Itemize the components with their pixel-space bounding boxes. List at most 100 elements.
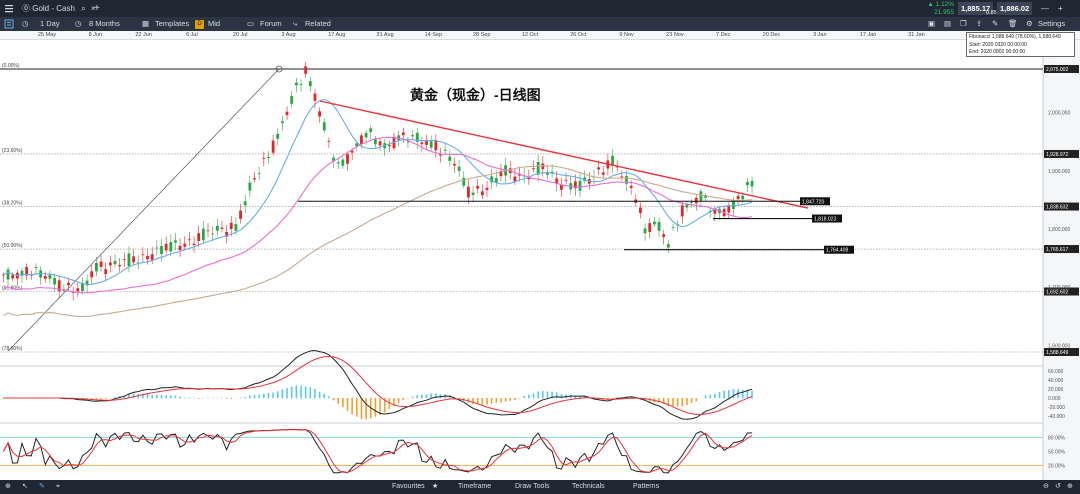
add-tab-button[interactable]: + (94, 3, 100, 14)
zoom-in-icon[interactable]: ⊕ (1067, 483, 1073, 490)
settings-button[interactable]: Settings (1038, 19, 1066, 28)
minus-icon[interactable]: — (1041, 4, 1049, 13)
draw-tools-tab[interactable]: Draw Tools (515, 483, 550, 490)
candle-body (243, 201, 247, 206)
macd-histogram-bar (728, 390, 730, 399)
chart-type-icon[interactable] (4, 17, 14, 31)
star-icon[interactable]: ★ (432, 483, 439, 490)
candle-body (462, 177, 466, 186)
macd-histogram-bar (546, 391, 549, 399)
macd-histogram-bar (323, 393, 326, 399)
settings-icon[interactable]: ⚙ (1026, 19, 1033, 28)
macd-histogram-bar (123, 395, 126, 399)
trash-icon[interactable]: 🗑 (1008, 19, 1018, 28)
timeframe-button[interactable]: 1 Day (40, 19, 60, 28)
macd-histogram-bar (263, 393, 265, 399)
candle-body (178, 245, 182, 251)
favourites-button[interactable]: Favourites (392, 483, 425, 490)
date-tick-label: 28 Sep (472, 32, 491, 38)
zoom-out-icon[interactable]: ⊖ (1043, 483, 1049, 490)
candle-body (374, 139, 377, 145)
macd-histogram-bar (528, 394, 530, 399)
macd-axis-label: -40.000 (1048, 414, 1065, 420)
candle-body (546, 172, 549, 175)
candle-body (704, 195, 707, 198)
candle-body (48, 274, 52, 279)
candle-body (229, 222, 233, 230)
price-type-button[interactable]: D Mid (195, 17, 220, 31)
candle-body (308, 81, 312, 87)
macd-histogram-bar (356, 398, 358, 417)
macd-histogram-bar (374, 398, 377, 417)
templates-button[interactable]: Templates (155, 19, 190, 28)
candle-body (434, 140, 438, 151)
patterns-tab[interactable]: Patterns (633, 483, 660, 490)
fib-price-tag-label: 1,692.602 (1046, 290, 1068, 296)
range-button[interactable]: 8 Months (89, 19, 120, 28)
candle-body (653, 221, 656, 225)
macd-histogram-bar (114, 396, 116, 399)
ask-price-button[interactable]: 1,886.02 (997, 2, 1033, 15)
crosshair-icon[interactable]: ⊕ (5, 483, 11, 490)
date-tick-label: 14 Sep (424, 32, 443, 38)
macd-axis-label: 40.000 (1048, 378, 1064, 384)
candle-body (699, 191, 703, 201)
plus-icon[interactable]: + (1058, 4, 1063, 13)
macd-histogram-bar (407, 398, 409, 399)
candle-body (43, 275, 47, 279)
candle-body (350, 150, 354, 153)
technicals-tab[interactable]: Technicals (572, 483, 605, 490)
macd-histogram-bar (472, 398, 474, 405)
menu-icon[interactable] (4, 0, 14, 17)
range-icon: ◷ (75, 19, 82, 28)
search-icon[interactable]: ⌕ (81, 4, 86, 13)
candle-body (476, 185, 480, 189)
fib-price-tag-label: 1,588.649 (1046, 350, 1068, 356)
bid-price-button[interactable]: 1,885.17 (958, 2, 994, 15)
fib-price-tag-label: 1,765.617 (1046, 247, 1068, 253)
forum-icon: ▭ (247, 19, 255, 28)
macd-histogram-bar (309, 387, 312, 399)
screenshot-icon[interactable]: ▣ (928, 19, 936, 28)
tab-label: Gold - Cash (32, 4, 75, 13)
candle-body (694, 197, 698, 204)
macd-histogram-bar (170, 395, 172, 399)
timeframe-tab[interactable]: Timeframe (458, 483, 492, 490)
gold-tab[interactable]: ⓪ Gold - Cash ⌕ × (22, 0, 96, 17)
price-chart-area[interactable]: (0.00%) 2,075.002 (23.60%) 1,928.972 (38.20%… (0, 40, 1080, 480)
macd-histogram-bar (337, 398, 339, 404)
pencil-icon[interactable]: ✎ (39, 483, 45, 490)
candle-body (564, 179, 568, 181)
share-icon[interactable]: ⇪ (976, 19, 983, 28)
candle-body (188, 239, 191, 241)
date-tick-label: 20 Jul (232, 32, 248, 38)
cursor-icon[interactable]: ↖ (22, 483, 28, 490)
layout-icon[interactable]: ▤ (944, 19, 952, 28)
candle-body (620, 176, 624, 178)
stoch-axis-label: 80.00% (1048, 435, 1066, 441)
zoom-reset-icon[interactable]: ↺ (1055, 483, 1061, 490)
macd-histogram-bar (188, 397, 191, 399)
fib-info-line: Start: 2020 0320 00:00:00 (969, 41, 1027, 48)
candle-body (611, 155, 614, 167)
fib-level-label: (23.60%) (2, 148, 23, 154)
macd-histogram-bar (746, 390, 749, 399)
candle-body (113, 260, 117, 265)
magnet-icon[interactable]: ⌖ (56, 483, 60, 490)
forum-button[interactable]: Forum (260, 19, 282, 28)
macd-histogram-bar (388, 398, 391, 410)
macd-histogram-bar (504, 398, 507, 402)
candle-body (518, 174, 521, 176)
candle-body (299, 84, 303, 85)
tab-close-icon[interactable]: × (90, 4, 96, 13)
macd-histogram-bar (481, 398, 484, 405)
duplicate-icon[interactable]: ❐ (960, 19, 967, 28)
candle-body (448, 156, 452, 161)
related-icon: ⤷ (293, 19, 298, 28)
related-button[interactable]: Related (305, 19, 331, 28)
macd-histogram-bar (709, 394, 711, 399)
macd-histogram-bar (281, 389, 284, 399)
date-tick-label: 31 Aug (376, 32, 394, 38)
edit-icon[interactable]: ✎ (992, 19, 999, 28)
candle-body (150, 254, 154, 261)
